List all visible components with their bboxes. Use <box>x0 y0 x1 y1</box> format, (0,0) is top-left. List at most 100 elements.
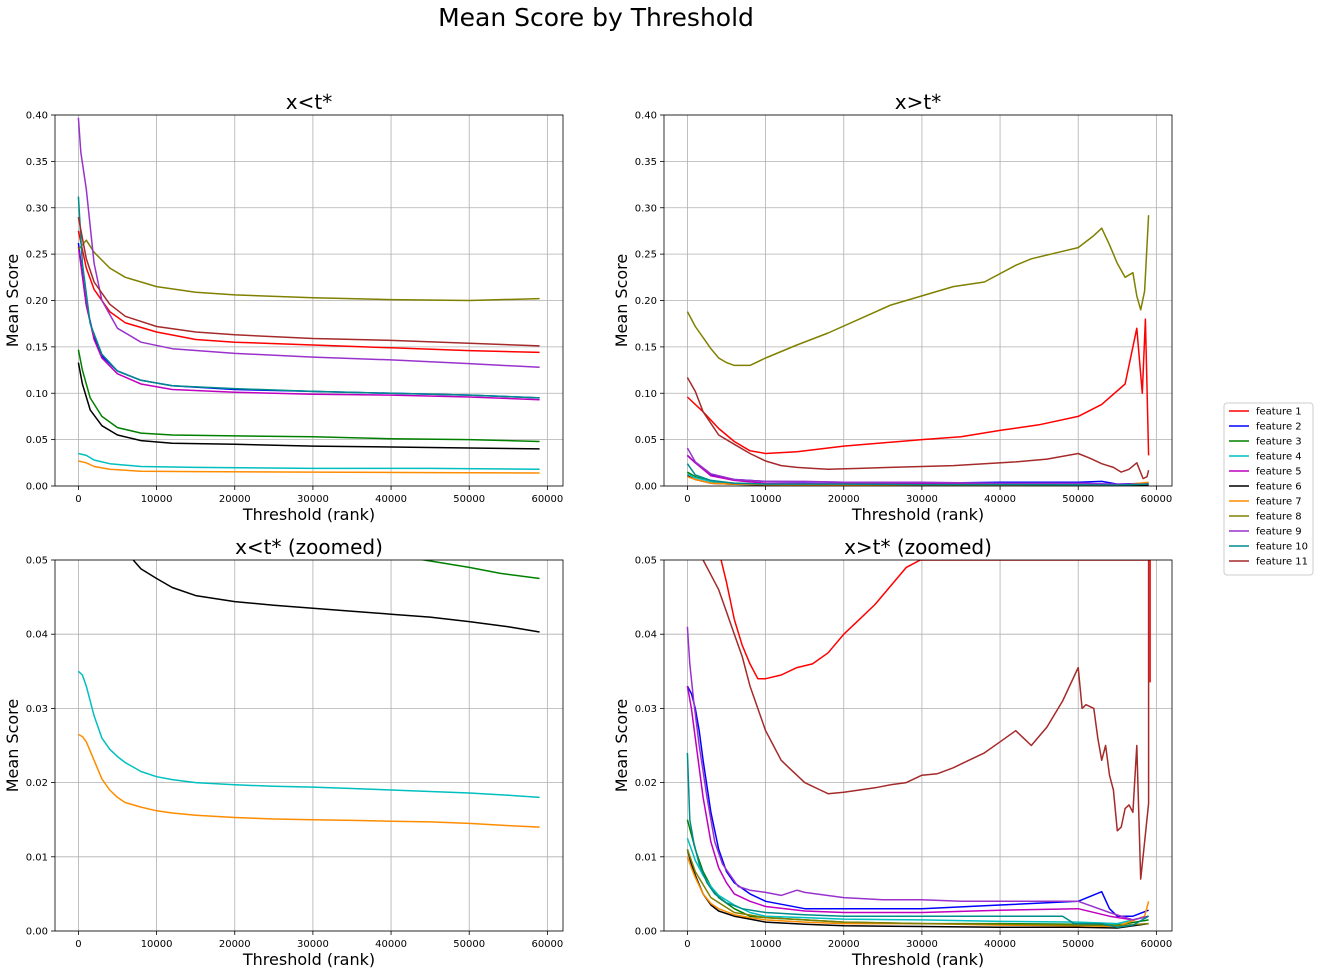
x-tick-label: 60000 <box>531 494 563 505</box>
y-tick-label: 0.15 <box>635 342 657 353</box>
subplot-title: x<t* <box>286 90 332 114</box>
series-line-feature-11 <box>686 377 1150 480</box>
x-tick-label: 60000 <box>1140 939 1172 950</box>
grid <box>664 114 1172 487</box>
series-line-feature-2 <box>686 685 1149 917</box>
x-tick-label: 0 <box>75 939 81 950</box>
legend-label: feature 8 <box>1256 512 1302 523</box>
x-axis-label: Threshold (rank) <box>851 505 984 524</box>
series-line-feature-7 <box>78 733 540 828</box>
y-tick-label: 0.35 <box>26 157 48 168</box>
y-tick-label: 0.00 <box>635 927 657 938</box>
series-line-feature-8 <box>686 215 1150 367</box>
y-tick-label: 0.25 <box>26 250 48 261</box>
subplot-title: x>t* <box>895 90 941 114</box>
subplot-title: x>t* (zoomed) <box>844 535 992 559</box>
x-tick-label: 30000 <box>906 939 938 950</box>
series-group <box>686 215 1150 486</box>
x-tick-label: 40000 <box>984 494 1016 505</box>
y-axis-label: Mean Score <box>612 699 631 793</box>
legend-label: feature 5 <box>1256 467 1302 478</box>
y-axis-label: Mean Score <box>3 699 22 793</box>
series-line-feature-8 <box>686 849 1149 927</box>
series-line-feature-7 <box>78 460 540 474</box>
series-line-feature-5 <box>686 685 1149 921</box>
y-tick-label: 0.30 <box>635 203 657 214</box>
series-line-feature-8 <box>77 239 540 302</box>
x-tick-label: 20000 <box>219 939 251 950</box>
x-tick-label: 60000 <box>531 939 563 950</box>
y-tick-label: 0.05 <box>26 556 48 567</box>
y-tick-label: 0.35 <box>635 157 657 168</box>
y-axis-label: Mean Score <box>3 254 22 348</box>
y-tick-label: 0.30 <box>26 203 48 214</box>
series-line-feature-10 <box>686 463 1149 486</box>
series-line-feature-3 <box>419 560 540 580</box>
axes-frame <box>54 559 564 932</box>
x-tick-label: 30000 <box>906 494 938 505</box>
series-line-feature-11 <box>77 216 540 347</box>
series-line-feature-4 <box>686 838 1149 925</box>
x-tick-label: 40000 <box>984 939 1016 950</box>
x-axis-label: Threshold (rank) <box>851 950 984 969</box>
y-tick-label: 0.20 <box>26 296 48 307</box>
legend-label: feature 2 <box>1256 422 1302 433</box>
y-tick-label: 0.05 <box>26 435 48 446</box>
x-tick-label: 20000 <box>828 939 860 950</box>
series-line-feature-1 <box>77 230 540 354</box>
legend-label: feature 3 <box>1256 437 1302 448</box>
figure-title: Mean Score by Threshold <box>438 3 754 32</box>
x-tick-label: 50000 <box>453 494 485 505</box>
series-line-feature-2 <box>77 242 540 399</box>
legend-label: feature 10 <box>1256 542 1308 553</box>
series-line-feature-9 <box>686 626 1149 921</box>
legend-label: feature 11 <box>1256 557 1308 568</box>
series-line-feature-9 <box>77 117 540 369</box>
axes-frame <box>663 559 1173 932</box>
grid <box>55 559 563 932</box>
legend-label: feature 9 <box>1256 527 1302 538</box>
y-tick-label: 0.20 <box>635 296 657 307</box>
series-line-feature-6 <box>77 362 540 450</box>
x-tick-label: 10000 <box>750 939 782 950</box>
series-line-feature-1 <box>720 560 1151 683</box>
y-tick-label: 0.05 <box>635 435 657 446</box>
x-tick-label: 50000 <box>1062 939 1094 950</box>
series-line-feature-2 <box>686 454 1149 485</box>
series-line-feature-6 <box>132 560 540 633</box>
x-tick-label: 50000 <box>1062 494 1094 505</box>
y-tick-label: 0.02 <box>26 778 48 789</box>
y-tick-label: 0.25 <box>635 250 657 261</box>
y-tick-label: 0.04 <box>26 630 48 641</box>
y-tick-label: 0.40 <box>635 111 657 122</box>
y-tick-label: 0.01 <box>635 852 657 863</box>
y-tick-label: 0.02 <box>635 778 657 789</box>
y-tick-label: 0.00 <box>26 927 48 938</box>
series-line-feature-10 <box>686 752 1149 929</box>
series-group <box>686 560 1151 929</box>
legend-label: feature 7 <box>1256 497 1302 508</box>
x-tick-label: 30000 <box>297 939 329 950</box>
legend: feature 1 feature 2 feature 3 feature 4 feat… <box>1223 402 1314 576</box>
series-line-feature-10 <box>77 196 540 399</box>
subplot-2: 0 10000 20000 30000 40000 50000 60000 0.00 0.05 0… <box>612 90 1173 524</box>
series-line-feature-1 <box>686 318 1150 456</box>
series-group <box>77 117 540 474</box>
x-tick-label: 50000 <box>453 939 485 950</box>
subplot-1: 0 10000 20000 30000 40000 50000 60000 0.00 0.05 0… <box>3 90 564 524</box>
legend-label: feature 1 <box>1256 407 1302 418</box>
y-tick-label: 0.01 <box>26 852 48 863</box>
series-line-feature-4 <box>78 452 540 471</box>
x-tick-label: 0 <box>75 494 81 505</box>
series-line-feature-9 <box>686 447 1149 485</box>
series-line-feature-4 <box>77 670 540 799</box>
y-tick-label: 0.40 <box>26 111 48 122</box>
x-tick-label: 10000 <box>141 494 173 505</box>
grid <box>664 559 1172 932</box>
x-tick-label: 10000 <box>141 939 173 950</box>
x-tick-label: 20000 <box>828 494 860 505</box>
legend-label: feature 6 <box>1256 482 1302 493</box>
y-tick-label: 0.05 <box>635 556 657 567</box>
series-group <box>77 560 540 828</box>
